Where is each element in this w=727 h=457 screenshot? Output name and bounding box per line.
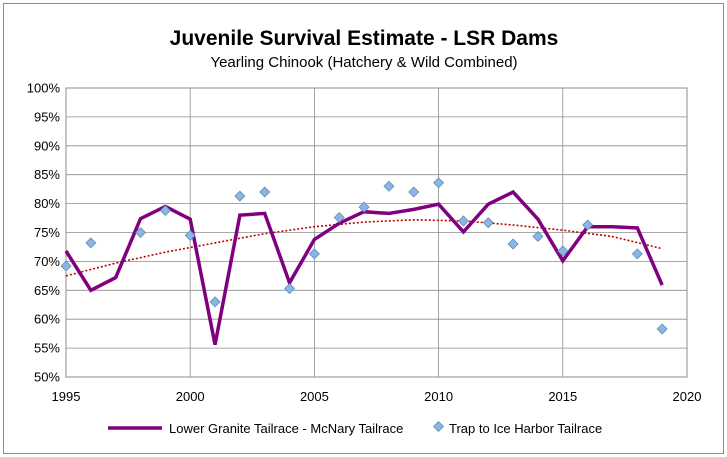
scatter-point <box>308 248 320 260</box>
x-tick-label: 2010 <box>424 389 453 404</box>
x-tick-label: 2020 <box>673 389 702 404</box>
legend-label-series-2: Trap to Ice Harbor Tailrace <box>449 421 602 436</box>
scatter-point <box>532 231 544 243</box>
y-tick-label: 65% <box>34 283 60 298</box>
scatter-point <box>507 238 519 250</box>
chart-frame: Juvenile Survival Estimate - LSR Dams Ye… <box>3 3 724 454</box>
y-tick-label: 80% <box>34 196 60 211</box>
scatter-point <box>656 323 668 335</box>
scatter-point <box>184 229 196 241</box>
scatter-point <box>333 211 345 223</box>
legend: Lower Granite Tailrace - McNary Tailrace… <box>108 420 602 436</box>
y-tick-label: 85% <box>34 167 60 182</box>
y-tick-label: 50% <box>34 370 60 385</box>
legend-label-series-1: Lower Granite Tailrace - McNary Tailrace <box>169 421 403 436</box>
scatter-point <box>284 283 296 295</box>
scatter-point <box>259 186 271 198</box>
scatter-point <box>234 190 246 202</box>
x-tick-label: 1995 <box>52 389 81 404</box>
chart-subtitle: Yearling Chinook (Hatchery & Wild Combin… <box>210 54 517 71</box>
scatter-point <box>383 180 395 192</box>
y-tick-label: 55% <box>34 341 60 356</box>
series-line-lgr-mcn <box>64 189 664 345</box>
y-tick-label: 70% <box>34 254 60 269</box>
scatter-point <box>209 296 221 308</box>
x-tick-label: 2015 <box>548 389 577 404</box>
y-tick-label: 100% <box>27 81 61 96</box>
y-tick-label: 75% <box>34 225 60 240</box>
chart-title: Juvenile Survival Estimate - LSR Dams <box>170 27 559 50</box>
x-tick-label: 2005 <box>300 389 329 404</box>
plot-border <box>65 87 688 378</box>
y-tick-label: 95% <box>34 109 60 124</box>
legend-diamond-swatch <box>432 420 445 433</box>
scatter-point <box>631 248 643 260</box>
x-tick-label: 2000 <box>176 389 205 404</box>
scatter-point <box>433 177 445 189</box>
scatter-point <box>557 245 569 257</box>
y-tick-label: 90% <box>34 138 60 153</box>
scatter-point <box>85 237 97 249</box>
scatter-point <box>582 219 594 231</box>
chart: Juvenile Survival Estimate - LSR Dams Ye… <box>27 27 702 436</box>
scatter-point <box>408 186 420 198</box>
scatter-point <box>358 201 370 213</box>
plot-area: 50% 55% 60% 65% 70% 75% 80% 85% 90% 95% 100% 1995 20… <box>27 81 702 405</box>
scatter-point <box>159 205 171 217</box>
y-tick-label: 60% <box>34 312 60 327</box>
scatter-point <box>457 215 469 227</box>
scatter-point <box>60 260 72 272</box>
scatter-point <box>135 226 147 239</box>
scatter-point <box>482 217 494 229</box>
